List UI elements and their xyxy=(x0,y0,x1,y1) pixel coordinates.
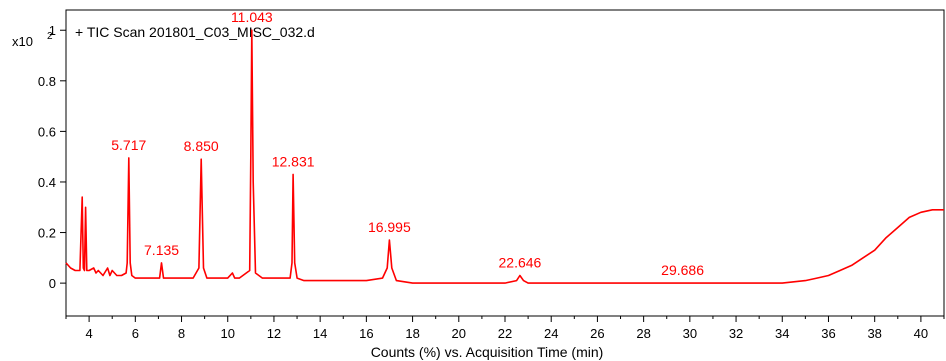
y-tick-label: 0 xyxy=(49,276,56,291)
x-tick-label: 6 xyxy=(132,326,139,341)
x-tick-label: 32 xyxy=(729,326,743,341)
plot-frame xyxy=(65,9,945,317)
y-multiplier-base: x10 xyxy=(12,34,33,49)
x-tick-label: 34 xyxy=(775,326,789,341)
x-tick-label: 30 xyxy=(683,326,697,341)
peak-label: 12.831 xyxy=(272,153,315,169)
peak-label-layer: 5.717 7.135 8.850 11.043 12.831 16.995 22.646 2… xyxy=(111,9,704,278)
y-multiplier-exponent: 2 xyxy=(47,31,53,42)
tic-trace xyxy=(65,29,944,284)
x-tick-label: 14 xyxy=(313,326,327,341)
x-tick-label: 28 xyxy=(636,326,650,341)
x-tick-label: 36 xyxy=(821,326,835,341)
chart-title: + TIC Scan 201801_C03_MISC_032.d xyxy=(75,24,315,40)
y-axis: 0 0.2 0.4 0.6 0.8 1 xyxy=(38,23,66,291)
peak-label: 29.686 xyxy=(661,262,704,278)
peak-label: 22.646 xyxy=(499,255,542,271)
x-tick-label: 16 xyxy=(359,326,373,341)
x-axis: 4 6 8 10 12 14 16 18 20 22 24 26 28 30 32 34 36 38 40 xyxy=(65,316,945,341)
x-tick-label: 40 xyxy=(914,326,928,341)
peak-label: 16.995 xyxy=(368,219,411,235)
x-tick-label: 24 xyxy=(544,326,558,341)
x-tick-label: 10 xyxy=(221,326,235,341)
x-tick-label: 20 xyxy=(452,326,466,341)
y-tick-label: 0.4 xyxy=(38,175,56,190)
x-tick-label: 8 xyxy=(178,326,185,341)
x-tick-label: 22 xyxy=(498,326,512,341)
peak-label: 7.135 xyxy=(144,242,179,258)
y-tick-label: 0.2 xyxy=(38,226,56,241)
peak-label: 11.043 xyxy=(231,9,273,25)
y-tick-label: 1 xyxy=(49,23,56,38)
x-tick-label: 18 xyxy=(405,326,419,341)
x-tick-label: 26 xyxy=(590,326,604,341)
series-layer xyxy=(65,29,944,284)
y-tick-label: 0.8 xyxy=(38,74,56,89)
y-tick-label: 0.6 xyxy=(38,124,56,139)
x-tick-label: 4 xyxy=(85,326,92,341)
peak-label: 5.717 xyxy=(111,137,146,153)
x-tick-label: 38 xyxy=(867,326,881,341)
peak-label: 8.850 xyxy=(184,138,219,154)
x-tick-label: 12 xyxy=(267,326,281,341)
x-axis-label: Counts (%) vs. Acquisition Time (min) xyxy=(371,344,604,360)
